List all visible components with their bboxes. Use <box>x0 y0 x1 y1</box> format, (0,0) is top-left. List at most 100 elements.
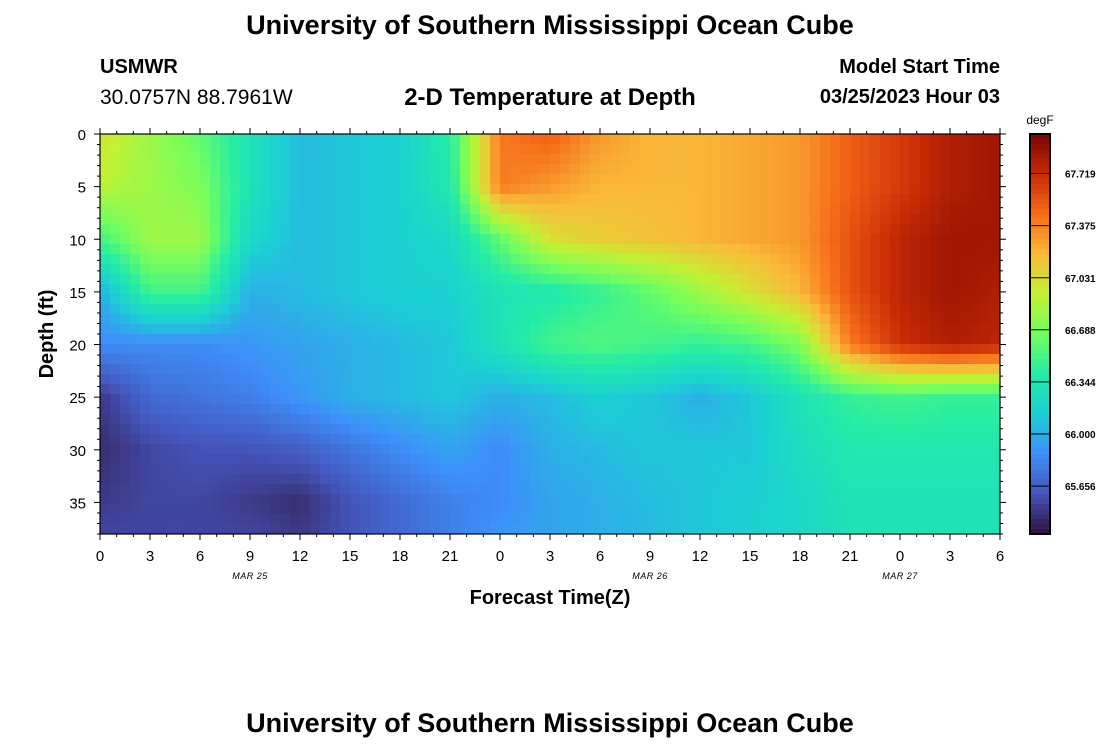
heatmap-cell <box>650 314 661 325</box>
heatmap-cell <box>960 524 971 534</box>
heatmap-cell <box>930 354 941 365</box>
heatmap-cell <box>640 254 651 265</box>
heatmap-cell <box>700 514 711 525</box>
heatmap-cell <box>980 464 991 475</box>
heatmap-cell <box>120 454 131 465</box>
colorbar-tick-label: 66.344 <box>1065 378 1096 389</box>
heatmap-cell <box>690 324 701 335</box>
heatmap-cell <box>820 234 831 245</box>
heatmap-cell <box>750 204 761 215</box>
heatmap-cell <box>240 334 251 345</box>
heatmap-cell <box>260 474 271 485</box>
heatmap-cell <box>850 474 861 485</box>
heatmap-cell <box>750 314 761 325</box>
heatmap-cell <box>530 394 541 405</box>
heatmap-cell <box>710 294 721 305</box>
heatmap-cell <box>410 264 421 275</box>
heatmap-cell <box>560 174 571 185</box>
heatmap-cell <box>580 484 591 495</box>
heatmap-cell <box>210 414 221 425</box>
heatmap-cell <box>150 414 161 425</box>
heatmap-cell <box>500 164 511 175</box>
heatmap-cell <box>530 454 541 465</box>
heatmap-cell <box>470 344 481 355</box>
heatmap-cell <box>290 334 301 345</box>
heatmap-cell <box>810 514 821 525</box>
heatmap-cell <box>160 394 171 405</box>
heatmap-cell <box>730 364 741 375</box>
heatmap-cell <box>850 514 861 525</box>
heatmap-cell <box>900 514 911 525</box>
heatmap-cell <box>140 204 151 215</box>
heatmap-cell <box>960 394 971 405</box>
heatmap-cell <box>890 404 901 415</box>
heatmap-cell <box>680 264 691 275</box>
heatmap-cell <box>910 264 921 275</box>
heatmap-cell <box>570 244 581 255</box>
heatmap-cell <box>880 134 891 145</box>
heatmap-cell <box>420 334 431 345</box>
heatmap-cell <box>240 504 251 515</box>
heatmap-cell <box>450 254 461 265</box>
heatmap-cell <box>580 374 591 385</box>
x-tick-label: 9 <box>646 548 654 565</box>
heatmap-cell <box>200 304 211 315</box>
heatmap-cell <box>800 214 811 225</box>
heatmap-cell <box>420 514 431 525</box>
heatmap-cell <box>310 374 321 385</box>
heatmap-cell <box>770 354 781 365</box>
heatmap-cell <box>910 504 921 515</box>
heatmap-cell <box>510 234 521 245</box>
heatmap-cell <box>590 354 601 365</box>
heatmap-cell <box>870 214 881 225</box>
heatmap-cell <box>740 324 751 335</box>
heatmap-cell <box>860 264 871 275</box>
heatmap-cell <box>550 174 561 185</box>
heatmap-cell <box>240 304 251 315</box>
heatmap-cell <box>630 234 641 245</box>
heatmap-cell <box>330 234 341 245</box>
heatmap-cell <box>110 254 121 265</box>
heatmap-cell <box>480 304 491 315</box>
heatmap-cell <box>410 294 421 305</box>
heatmap-cell <box>610 264 621 275</box>
heatmap-cell <box>180 174 191 185</box>
heatmap-cell <box>600 314 611 325</box>
heatmap-cell <box>680 304 691 315</box>
heatmap-cell <box>560 294 571 305</box>
heatmap-cell <box>220 364 231 375</box>
heatmap-cell <box>670 494 681 505</box>
heatmap-cell <box>840 274 851 285</box>
heatmap-cell <box>600 254 611 265</box>
heatmap-cell <box>700 454 711 465</box>
heatmap-cell <box>410 414 421 425</box>
heatmap-cell <box>960 174 971 185</box>
heatmap-cell <box>720 254 731 265</box>
heatmap-cell <box>590 394 601 405</box>
heatmap-cell <box>520 164 531 175</box>
y-tick-label: 10 <box>69 232 86 249</box>
heatmap-cell <box>280 154 291 165</box>
heatmap-cell <box>340 154 351 165</box>
heatmap-cell <box>150 214 161 225</box>
heatmap-cell <box>510 454 521 465</box>
heatmap-cell <box>960 274 971 285</box>
heatmap-cell <box>250 374 261 385</box>
heatmap-cell <box>460 484 471 495</box>
heatmap-cell <box>820 324 831 335</box>
heatmap-cell <box>780 304 791 315</box>
heatmap-cell <box>800 444 811 455</box>
heatmap-cell <box>470 414 481 425</box>
heatmap-cell <box>540 354 551 365</box>
heatmap-cell <box>880 294 891 305</box>
heatmap-cell <box>810 254 821 265</box>
heatmap-cell <box>600 204 611 215</box>
heatmap-cell <box>480 274 491 285</box>
heatmap-cell <box>780 234 791 245</box>
heatmap-cell <box>970 194 981 205</box>
heatmap-cell <box>980 414 991 425</box>
heatmap-cell <box>420 184 431 195</box>
heatmap-cell <box>820 464 831 475</box>
heatmap-cell <box>200 324 211 335</box>
heatmap-cell <box>720 204 731 215</box>
